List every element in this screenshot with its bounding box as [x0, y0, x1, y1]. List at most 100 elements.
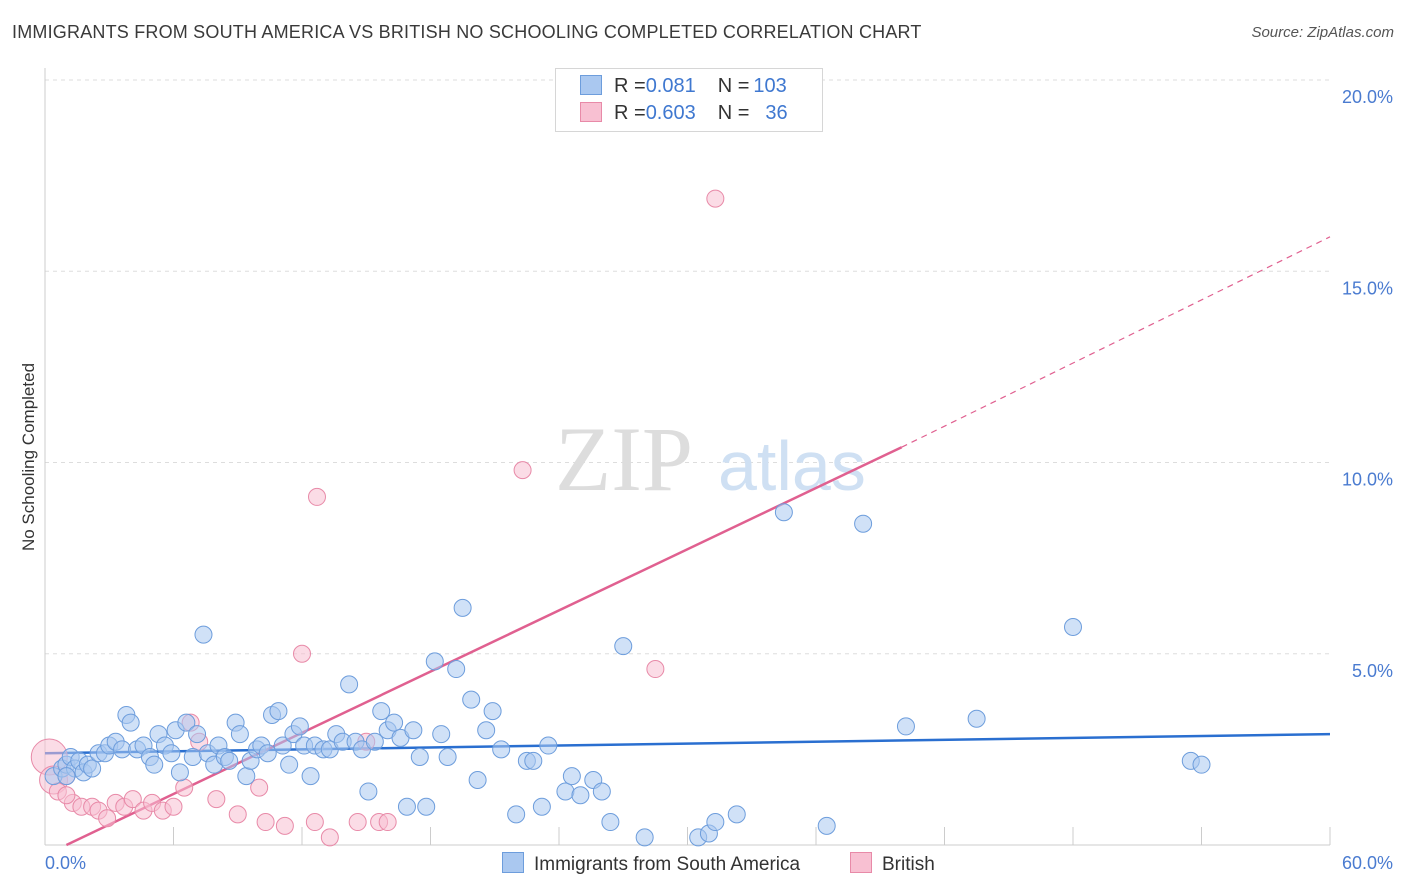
data-point-british [123, 790, 142, 809]
data-point-british [275, 816, 294, 835]
data-point-south-america [524, 751, 543, 770]
legend-swatch-blue [580, 75, 602, 95]
data-point-south-america [290, 717, 309, 736]
data-point-south-america [462, 690, 481, 709]
data-point-south-america [269, 702, 288, 721]
x-tick-label: 0.0% [45, 853, 86, 873]
legend-r-label: R = [614, 102, 646, 124]
data-point-south-america [507, 805, 526, 824]
data-point-british [228, 805, 247, 824]
data-point-south-america [614, 637, 633, 656]
data-point-south-america [556, 782, 575, 801]
trend-lines [44, 236, 1331, 847]
data-point-south-america [571, 786, 590, 805]
data-point-south-america [432, 725, 451, 744]
legend-row-south-america: R = 0.081 N = 103 [580, 75, 787, 99]
data-point-british [164, 797, 183, 816]
data-point-south-america [417, 797, 436, 816]
trend-line-british-extension [901, 236, 1331, 448]
data-point-south-america [397, 797, 416, 816]
data-point-south-america [359, 782, 378, 801]
data-point-south-america [562, 767, 581, 786]
data-point-south-america [601, 813, 620, 832]
legend-n-value: 36 [765, 102, 788, 124]
bottom-legend-south-america: Immigrants from South America [502, 852, 800, 876]
data-point-south-america [453, 598, 472, 617]
y-tick-label: 10.0% [1342, 470, 1393, 490]
legend-label: Immigrants from South America [534, 854, 801, 875]
data-point-british [293, 644, 311, 663]
trend-line-british [65, 446, 903, 847]
legend-n-label: N = [717, 75, 750, 97]
legend-label: British [882, 854, 935, 875]
y-tick-label: 15.0% [1342, 278, 1393, 298]
correlation-legend: R = 0.081 N = 103 R = 0.603 N = 36 [555, 68, 823, 132]
legend-row-british: R = 0.603 N = 36 [580, 102, 788, 126]
data-point-south-america [1064, 617, 1082, 636]
legend-n-label: N = [717, 102, 750, 124]
data-point-south-america [438, 748, 457, 767]
data-point-south-america [194, 625, 213, 644]
data-point-british [207, 790, 226, 809]
data-point-south-america [57, 767, 76, 786]
data-point-south-america [483, 702, 502, 721]
y-axis-label: No Schooling Completed [19, 363, 38, 551]
chart-title: IMMIGRANTS FROM SOUTH AMERICA VS BRITISH… [12, 22, 922, 42]
x-tick-label: 60.0% [1342, 853, 1393, 873]
legend-r-value: 0.081 [645, 75, 696, 97]
data-point-south-america [967, 709, 986, 728]
data-point-south-america [258, 744, 277, 763]
data-point-south-america [188, 725, 207, 744]
data-point-british [307, 487, 326, 506]
data-point-south-america [280, 755, 299, 774]
data-point-south-america [539, 736, 558, 755]
data-point-south-america [230, 725, 249, 744]
data-point-south-america [817, 816, 836, 835]
data-point-british [646, 660, 665, 679]
watermark-zip: ZIP [555, 408, 693, 510]
data-point-south-america [113, 740, 132, 759]
watermark-atlas: atlas [718, 427, 866, 505]
data-point-south-america [404, 721, 423, 740]
data-point-south-america [896, 717, 915, 736]
data-point-south-america [592, 782, 611, 801]
data-point-south-america [365, 732, 384, 751]
data-point-south-america [183, 748, 202, 767]
data-point-british [98, 809, 117, 828]
data-point-south-america [237, 767, 256, 786]
legend-swatch-pink [580, 102, 602, 122]
legend-r-label: R = [614, 75, 646, 97]
data-point-south-america [372, 702, 391, 721]
data-point-south-america [532, 797, 551, 816]
data-point-south-america [177, 713, 196, 732]
grid-lines [45, 79, 1330, 655]
data-point-british [250, 778, 269, 797]
data-point-british [320, 828, 339, 847]
bottom-legend-british: British [850, 852, 935, 876]
data-point-south-america [706, 813, 725, 832]
data-point-south-america [83, 759, 102, 778]
south-america-points [44, 503, 1211, 847]
data-point-south-america [121, 713, 140, 732]
data-point-south-america [425, 652, 444, 671]
legend-swatch-pink [850, 852, 872, 873]
data-point-south-america [468, 770, 487, 789]
data-point-south-america [162, 744, 181, 763]
data-point-south-america [410, 748, 429, 767]
data-point-south-america [170, 763, 189, 782]
data-point-south-america [477, 721, 496, 740]
data-point-british [175, 778, 194, 797]
axes [44, 68, 1331, 846]
data-point-south-america [854, 514, 873, 533]
data-point-british [256, 813, 275, 832]
legend-n-value: 103 [753, 75, 787, 97]
data-point-british [706, 189, 725, 208]
data-point-south-america [492, 740, 511, 759]
legend-r-value: 0.603 [645, 102, 696, 124]
data-point-british [305, 813, 324, 832]
data-point-south-america [273, 736, 292, 755]
data-point-south-america [774, 503, 793, 522]
data-point-south-america [635, 828, 654, 847]
data-point-british [57, 786, 76, 805]
